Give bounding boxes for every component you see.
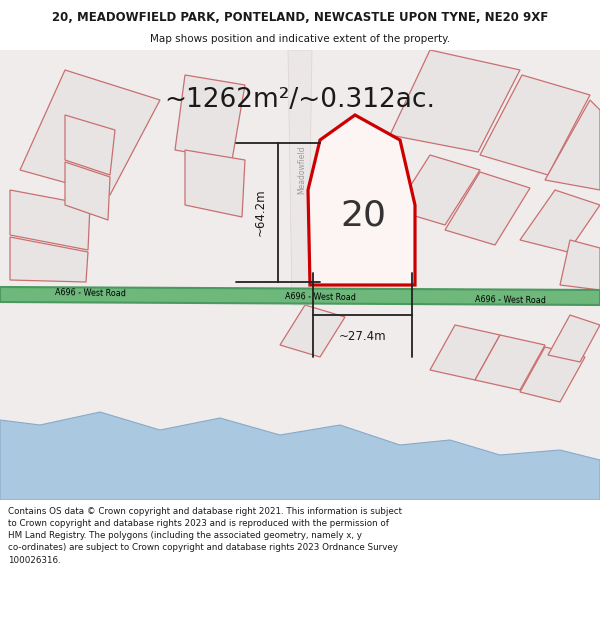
Polygon shape — [430, 325, 500, 380]
Polygon shape — [65, 162, 110, 220]
Text: ~64.2m: ~64.2m — [254, 189, 266, 236]
Polygon shape — [560, 240, 600, 290]
Polygon shape — [545, 100, 600, 190]
Polygon shape — [20, 70, 160, 195]
Polygon shape — [390, 50, 520, 152]
Text: A696 - West Road: A696 - West Road — [55, 288, 125, 298]
Text: 20, MEADOWFIELD PARK, PONTELAND, NEWCASTLE UPON TYNE, NE20 9XF: 20, MEADOWFIELD PARK, PONTELAND, NEWCAST… — [52, 11, 548, 24]
Text: A696 - West Road: A696 - West Road — [475, 295, 545, 305]
Polygon shape — [0, 287, 600, 305]
Text: ~1262m²/~0.312ac.: ~1262m²/~0.312ac. — [164, 87, 436, 113]
Polygon shape — [445, 172, 530, 245]
Polygon shape — [480, 75, 590, 175]
Text: A696 - West Road: A696 - West Road — [284, 292, 356, 302]
Polygon shape — [10, 190, 90, 250]
Polygon shape — [308, 115, 415, 285]
Polygon shape — [548, 315, 600, 362]
Text: Contains OS data © Crown copyright and database right 2021. This information is : Contains OS data © Crown copyright and d… — [8, 507, 402, 564]
Polygon shape — [0, 412, 600, 500]
Text: Meadowfield: Meadowfield — [298, 146, 307, 194]
Text: 20: 20 — [340, 198, 386, 232]
Polygon shape — [10, 237, 88, 282]
Polygon shape — [185, 150, 245, 217]
Polygon shape — [65, 115, 115, 175]
Text: ~27.4m: ~27.4m — [338, 331, 386, 344]
Text: Map shows position and indicative extent of the property.: Map shows position and indicative extent… — [150, 34, 450, 44]
Polygon shape — [520, 347, 585, 402]
Polygon shape — [475, 335, 545, 390]
Polygon shape — [288, 50, 312, 305]
Polygon shape — [520, 190, 600, 252]
Polygon shape — [175, 75, 245, 160]
Polygon shape — [395, 155, 480, 225]
Polygon shape — [280, 305, 345, 357]
